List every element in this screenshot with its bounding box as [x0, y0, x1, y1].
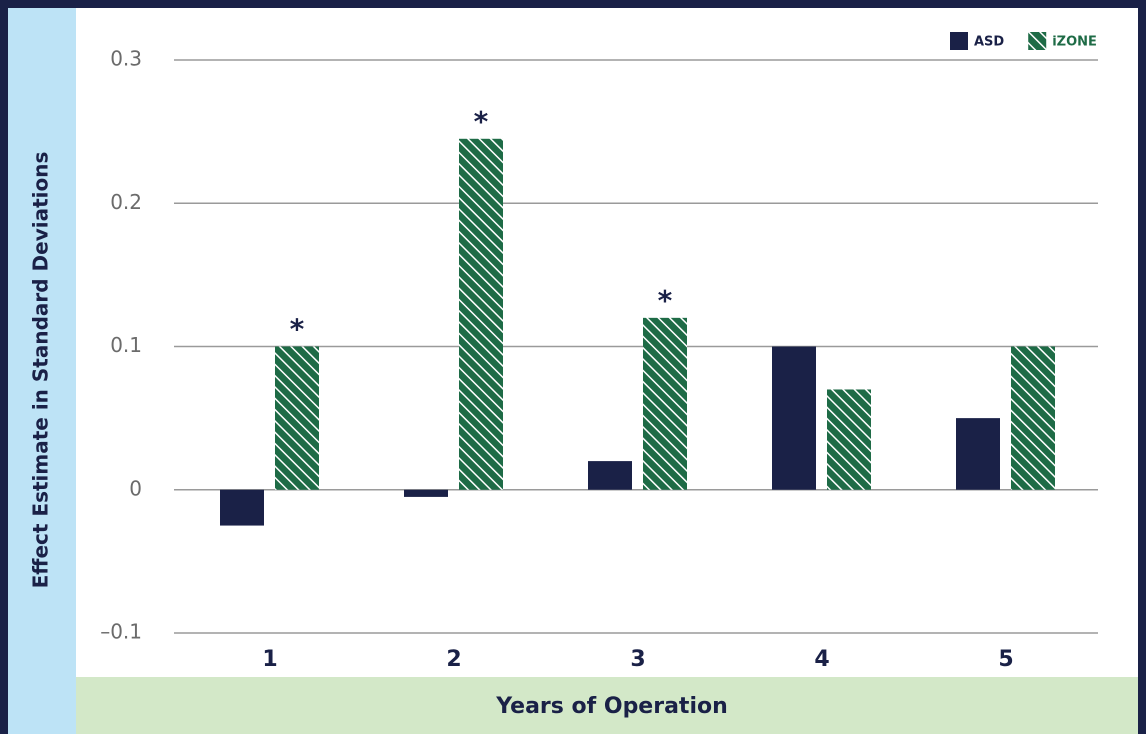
x-tick-label: 2 [446, 647, 461, 672]
bar [1011, 346, 1055, 490]
bar [220, 489, 264, 526]
legend-label: ASD [974, 35, 1004, 50]
significance-marker: * [474, 105, 489, 138]
legend-swatch [950, 32, 968, 50]
y-strip [8, 8, 76, 734]
bar [459, 138, 503, 490]
bar [772, 346, 816, 490]
y-tick-label: 0.1 [110, 333, 142, 357]
bar [275, 346, 319, 490]
x-strip [76, 677, 1138, 734]
y-tick-label: 0.3 [110, 47, 142, 71]
significance-marker: * [290, 313, 305, 346]
legend-swatch [1028, 32, 1047, 50]
background [8, 8, 1138, 734]
significance-marker: * [658, 284, 673, 317]
y-tick-label: –0.1 [100, 620, 142, 644]
legend-label: iZONE [1052, 35, 1097, 50]
x-tick-label: 3 [630, 647, 645, 672]
x-tick-label: 1 [262, 647, 277, 672]
bar [404, 489, 448, 497]
bar [827, 389, 871, 490]
bar [956, 418, 1000, 490]
x-tick-label: 4 [814, 647, 829, 672]
y-tick-label: 0.2 [110, 190, 142, 214]
y-tick-label: 0 [129, 476, 142, 500]
x-axis-label: Years of Operation [495, 694, 728, 719]
x-tick-label: 5 [998, 647, 1013, 672]
bar [588, 461, 632, 490]
y-axis-label: Effect Estimate in Standard Deviations [29, 152, 53, 589]
bar [643, 317, 687, 490]
